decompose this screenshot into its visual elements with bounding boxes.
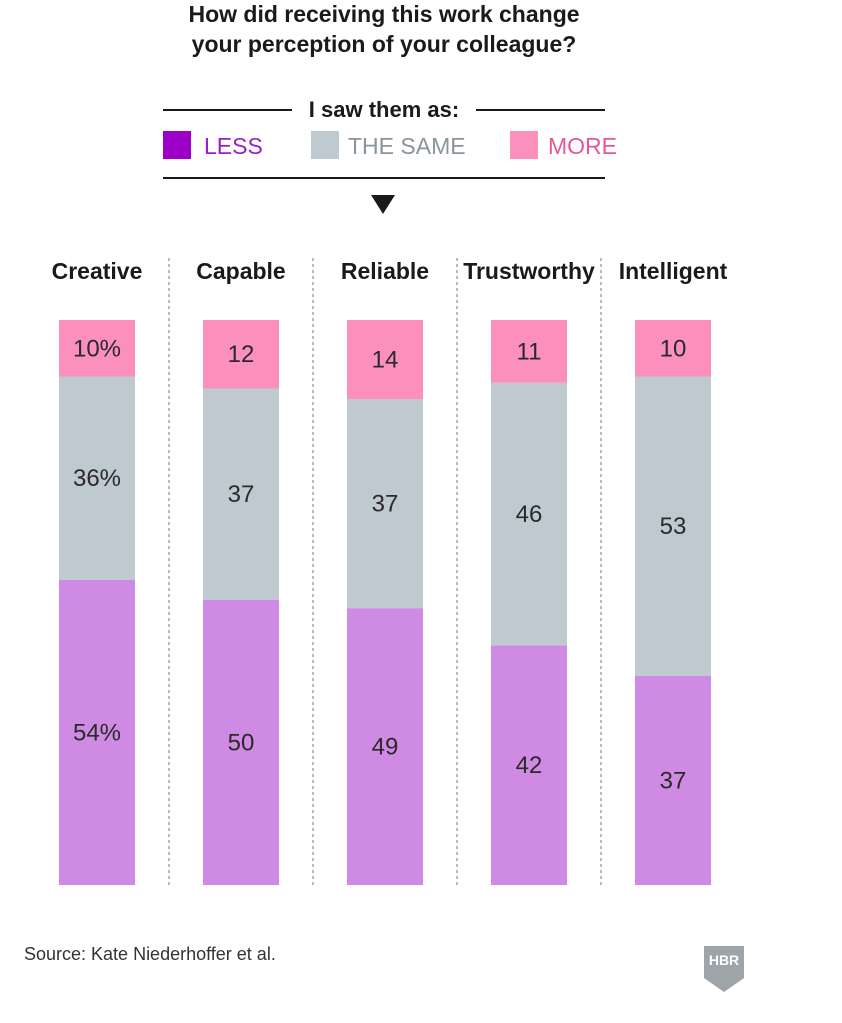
bar-intelligent-the-same <box>635 376 711 676</box>
hbr-shield-icon <box>704 946 744 992</box>
column-separators <box>168 258 602 885</box>
legend-title: I saw them as: <box>309 97 459 122</box>
value-label-creative-less: 54% <box>73 719 121 746</box>
bar-creative-more <box>59 320 135 377</box>
category-label-capable: Capable <box>196 258 285 284</box>
legend-label-more: MORE <box>548 133 617 159</box>
hbr-logo: HBR <box>704 946 744 992</box>
value-label-intelligent-the-same: 53 <box>660 513 687 540</box>
value-label-creative-the-same: 36% <box>73 465 121 492</box>
value-label-intelligent-less: 37 <box>660 767 687 794</box>
value-label-capable-the-same: 37 <box>228 481 255 508</box>
bar-trustworthy-more <box>491 320 567 383</box>
category-label-intelligent: Intelligent <box>619 258 728 284</box>
category-labels: Creative Capable Reliable Trustworthy Intell… <box>52 258 728 284</box>
value-label-trustworthy-less: 42 <box>516 752 543 779</box>
bars <box>59 320 711 885</box>
bar-capable-the-same <box>203 388 279 600</box>
bar-trustworthy-less <box>491 645 567 885</box>
hbr-logo-text: HBR <box>709 952 739 968</box>
bar-capable-less <box>203 599 279 885</box>
value-label-trustworthy-the-same: 46 <box>516 501 543 528</box>
bar-reliable-more <box>347 320 423 400</box>
category-label-reliable: Reliable <box>341 258 429 284</box>
category-label-creative: Creative <box>52 258 143 284</box>
bar-intelligent-less <box>635 675 711 885</box>
bar-intelligent-more <box>635 320 711 377</box>
legend-swatch-same <box>311 131 339 159</box>
chart-title-line-2: your perception of your colleague? <box>192 31 577 57</box>
bar-creative-the-same <box>59 376 135 580</box>
value-label-reliable-the-same: 37 <box>372 491 399 518</box>
value-label-reliable-more: 14 <box>372 347 399 374</box>
bar-capable-more <box>203 320 279 389</box>
value-labels: 54% 36% 10% 50 37 12 49 37 14 42 46 11 37 53 10 <box>73 335 686 794</box>
legend-swatch-less <box>163 131 191 159</box>
bar-reliable-the-same <box>347 399 423 609</box>
value-label-capable-less: 50 <box>228 729 255 756</box>
value-label-creative-more: 10% <box>73 335 121 362</box>
chart-title-line-1: How did receiving this work change <box>188 1 579 27</box>
value-label-capable-more: 12 <box>228 341 255 368</box>
legend: LESS THE SAME MORE <box>163 131 617 159</box>
legend-label-less: LESS <box>204 133 263 159</box>
bar-creative-less <box>59 579 135 885</box>
legend-swatch-more <box>510 131 538 159</box>
legend-label-same: THE SAME <box>348 133 466 159</box>
value-label-intelligent-more: 10 <box>660 335 687 362</box>
source-note: Source: Kate Niederhoffer et al. <box>24 944 276 964</box>
category-label-trustworthy: Trustworthy <box>463 258 595 284</box>
value-label-trustworthy-more: 11 <box>517 338 542 365</box>
value-label-reliable-less: 49 <box>372 734 399 761</box>
down-arrow-icon <box>371 195 395 214</box>
bar-reliable-less <box>347 608 423 885</box>
bar-trustworthy-the-same <box>491 382 567 646</box>
